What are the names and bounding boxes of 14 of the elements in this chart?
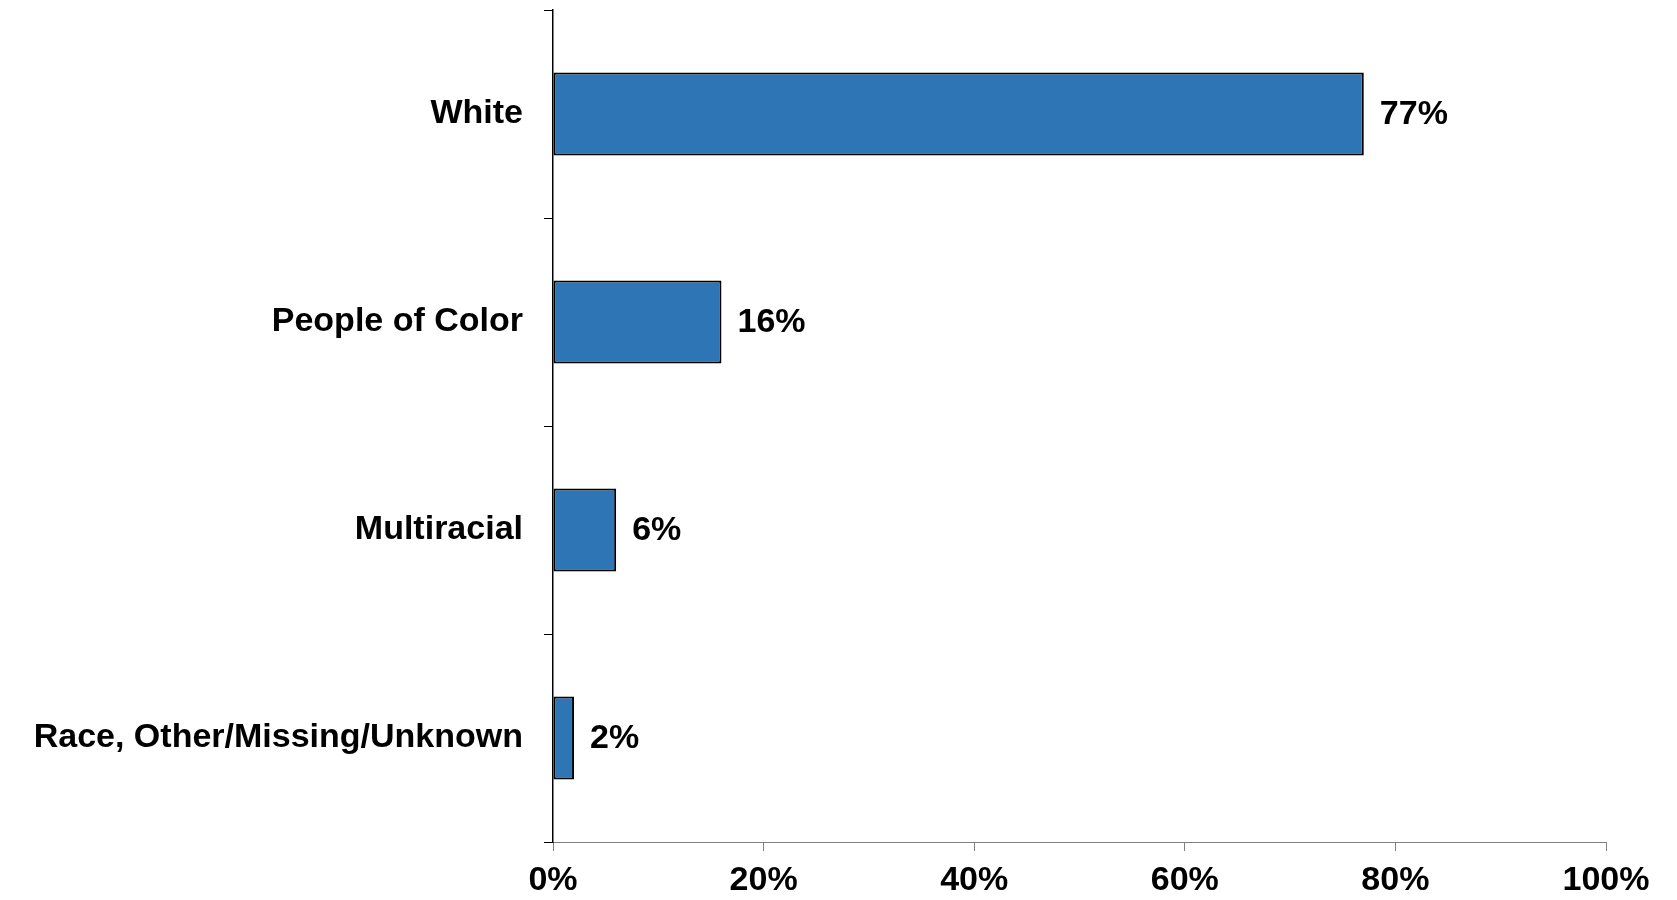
data-label: 16%	[737, 301, 806, 340]
x-tick-label: 20%	[729, 858, 798, 897]
y-tick-label: White	[430, 92, 523, 131]
data-label: 77%	[1379, 93, 1448, 132]
y-tick-label: People of Color	[271, 300, 523, 339]
x-tick-label: 100%	[1562, 858, 1650, 897]
x-tick-label: 40%	[940, 858, 1009, 897]
y-tick-label: Multiracial	[354, 508, 523, 547]
x-tick-label: 60%	[1150, 858, 1219, 897]
y-tick-label: Race, Other/Missing/Unknown	[33, 716, 523, 755]
data-label: 2%	[590, 717, 640, 756]
x-tick-label: 80%	[1361, 858, 1430, 897]
data-label: 6%	[632, 509, 682, 548]
x-tick-label: 0%	[528, 858, 578, 897]
